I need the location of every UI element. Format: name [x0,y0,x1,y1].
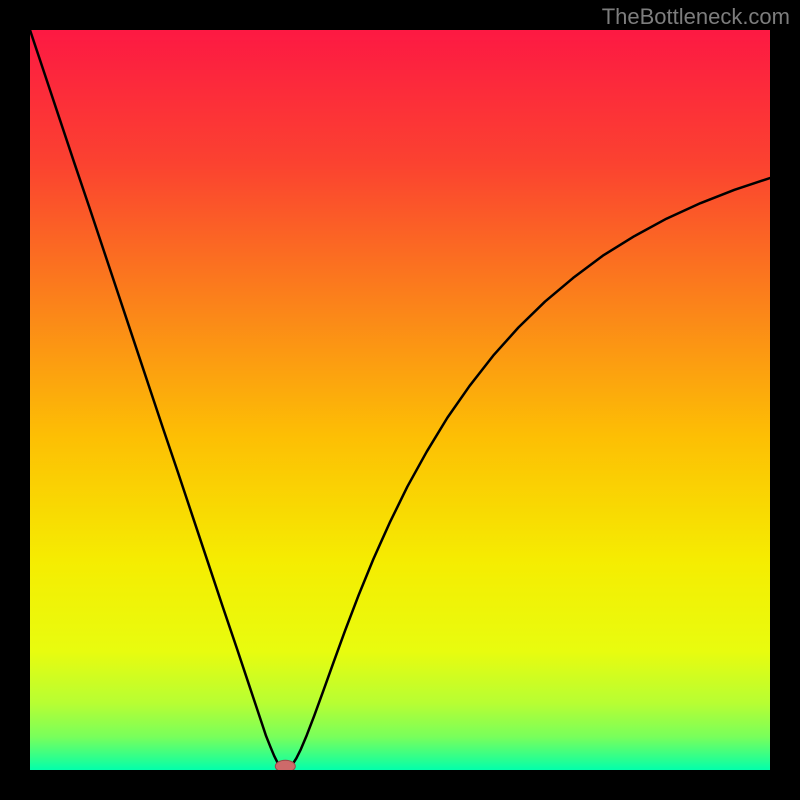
plot-area [30,30,770,770]
canvas-root: TheBottleneck.com [0,0,800,800]
watermark-text: TheBottleneck.com [602,4,790,30]
optimum-marker [275,760,295,770]
chart-gradient-background [30,30,770,770]
bottleneck-chart [30,30,770,770]
